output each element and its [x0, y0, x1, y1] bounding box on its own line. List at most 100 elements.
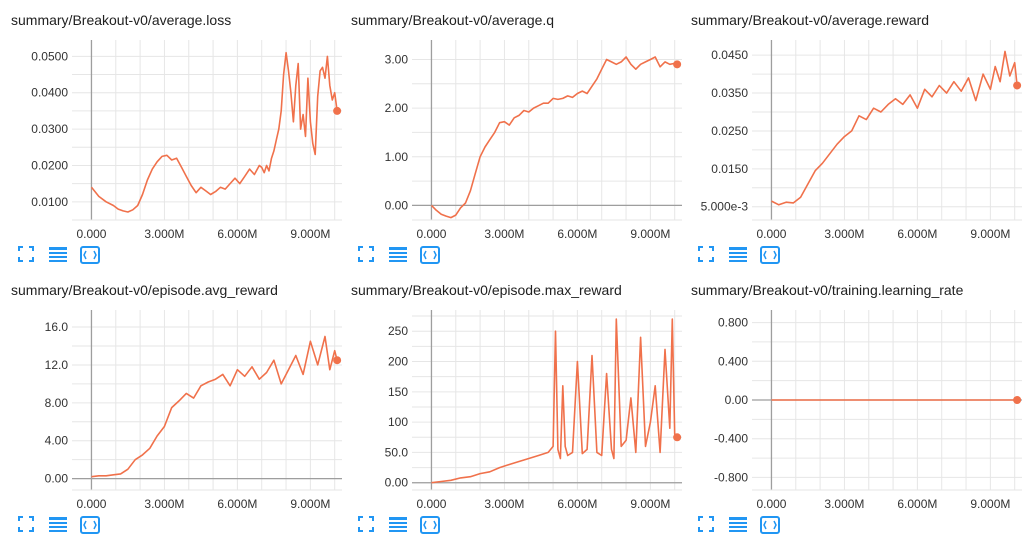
y-tick-label: -0.800 [714, 470, 748, 484]
line-chart: -0.800 -0.400 0.00 0.400 0.800 0.000 3.000M 6.0… [680, 300, 1025, 520]
fit-domain-icon[interactable] [760, 516, 780, 536]
y-tick-label: 250 [388, 324, 408, 338]
y-tick-label: 0.0500 [31, 49, 68, 63]
data-table-icon[interactable] [728, 516, 748, 536]
chart-panel: summary/Breakout-v0/average.q 0.00 1.00 2.0… [340, 0, 685, 270]
chart-toolbar [18, 516, 158, 536]
fullscreen-icon[interactable] [358, 246, 378, 266]
chart-toolbar [698, 246, 838, 266]
series-line [92, 337, 338, 477]
chart-toolbar [18, 246, 158, 266]
grid [412, 310, 682, 490]
x-tick-label: 6.000M [557, 227, 597, 241]
data-table-icon[interactable] [48, 246, 68, 266]
y-tick-label: 5.000e-3 [701, 200, 749, 214]
x-tick-label: 0.000 [416, 227, 446, 241]
chart-title: summary/Breakout-v0/episode.avg_reward [11, 282, 278, 298]
x-tick-label: 6.000M [557, 497, 597, 511]
data-table-icon[interactable] [388, 246, 408, 266]
chart-panel: summary/Breakout-v0/average.reward 5.000e… [680, 0, 1025, 270]
fit-domain-icon[interactable] [80, 516, 100, 536]
grid [412, 40, 682, 220]
fit-domain-icon[interactable] [80, 246, 100, 266]
fullscreen-icon[interactable] [698, 246, 718, 266]
series-line [432, 319, 678, 483]
y-tick-label: 0.0350 [711, 86, 748, 100]
chart-panel: summary/Breakout-v0/episode.max_reward 0.… [340, 270, 685, 540]
y-tick-label: 0.00 [725, 393, 749, 407]
x-tick-label: 6.000M [217, 497, 257, 511]
line-chart: 0.00 1.00 2.00 3.00 0.000 3.000M 6.000M 9.000M [340, 30, 685, 250]
x-tick-label: 0.000 [416, 497, 446, 511]
x-tick-label: 3.000M [484, 227, 524, 241]
x-tick-label: 3.000M [144, 497, 184, 511]
chart-toolbar [358, 516, 498, 536]
x-tick-label: 0.000 [76, 497, 106, 511]
x-tick-label: 9.000M [290, 227, 330, 241]
line-chart: 5.000e-3 0.0150 0.0250 0.0350 0.0450 0.000 3.0… [680, 30, 1025, 250]
x-tick-label: 9.000M [970, 227, 1010, 241]
grid [72, 40, 342, 220]
y-tick-label: 100 [388, 415, 408, 429]
x-tick-label: 6.000M [897, 497, 937, 511]
data-table-icon[interactable] [388, 516, 408, 536]
y-tick-label: 0.0450 [711, 48, 748, 62]
data-table-icon[interactable] [728, 246, 748, 266]
y-tick-label: 0.0250 [711, 124, 748, 138]
series-end-point [1013, 396, 1021, 404]
y-tick-label: 0.00 [385, 476, 409, 490]
y-tick-label: 150 [388, 385, 408, 399]
line-chart: 0.00 50.0 100 150 200 250 0.000 3.000M 6.000M 9.0… [340, 300, 685, 520]
x-tick-label: 9.000M [290, 497, 330, 511]
data-table-icon[interactable] [48, 516, 68, 536]
grid [752, 40, 1022, 220]
y-tick-label: 0.0300 [31, 122, 68, 136]
x-tick-label: 9.000M [630, 497, 670, 511]
x-tick-label: 0.000 [76, 227, 106, 241]
y-tick-label: 0.400 [718, 354, 748, 368]
line-chart: 0.00 4.00 8.00 12.0 16.0 0.000 3.000M 6.000M 9.0… [0, 300, 345, 520]
y-tick-label: -0.400 [714, 432, 748, 446]
chart-toolbar [358, 246, 498, 266]
x-tick-label: 3.000M [824, 497, 864, 511]
x-tick-label: 3.000M [824, 227, 864, 241]
y-tick-label: 2.00 [385, 101, 409, 115]
y-tick-label: 200 [388, 355, 408, 369]
fullscreen-icon[interactable] [18, 516, 38, 536]
x-tick-label: 6.000M [897, 227, 937, 241]
y-tick-label: 0.800 [718, 316, 748, 330]
y-tick-label: 4.00 [45, 434, 69, 448]
x-tick-label: 9.000M [630, 227, 670, 241]
y-tick-label: 8.00 [45, 396, 69, 410]
y-tick-label: 16.0 [45, 320, 69, 334]
y-tick-label: 3.00 [385, 52, 409, 66]
fullscreen-icon[interactable] [358, 516, 378, 536]
grid [72, 310, 342, 490]
chart-title: summary/Breakout-v0/average.q [351, 12, 554, 28]
y-tick-label: 0.0400 [31, 86, 68, 100]
line-chart: 0.0100 0.0200 0.0300 0.0400 0.0500 0.000 3.000… [0, 30, 345, 250]
chart-panel: summary/Breakout-v0/training.learning_ra… [680, 270, 1025, 540]
y-tick-label: 50.0 [385, 445, 409, 459]
y-tick-label: 0.0200 [31, 158, 68, 172]
x-tick-label: 6.000M [217, 227, 257, 241]
x-tick-label: 0.000 [756, 227, 786, 241]
chart-panel: summary/Breakout-v0/episode.avg_reward 0.… [0, 270, 345, 540]
series-line [432, 57, 678, 218]
x-tick-label: 3.000M [484, 497, 524, 511]
series-end-point [1013, 81, 1021, 89]
series-line [92, 53, 338, 212]
fit-domain-icon[interactable] [420, 516, 440, 536]
y-tick-label: 1.00 [385, 150, 409, 164]
fit-domain-icon[interactable] [760, 246, 780, 266]
y-tick-label: 0.0100 [31, 195, 68, 209]
y-tick-label: 0.0150 [711, 162, 748, 176]
y-tick-label: 0.00 [385, 198, 409, 212]
chart-title: summary/Breakout-v0/average.reward [691, 12, 929, 28]
x-tick-label: 0.000 [756, 497, 786, 511]
y-tick-label: 0.00 [45, 472, 69, 486]
fullscreen-icon[interactable] [698, 516, 718, 536]
fullscreen-icon[interactable] [18, 246, 38, 266]
fit-domain-icon[interactable] [420, 246, 440, 266]
chart-title: summary/Breakout-v0/episode.max_reward [351, 282, 622, 298]
